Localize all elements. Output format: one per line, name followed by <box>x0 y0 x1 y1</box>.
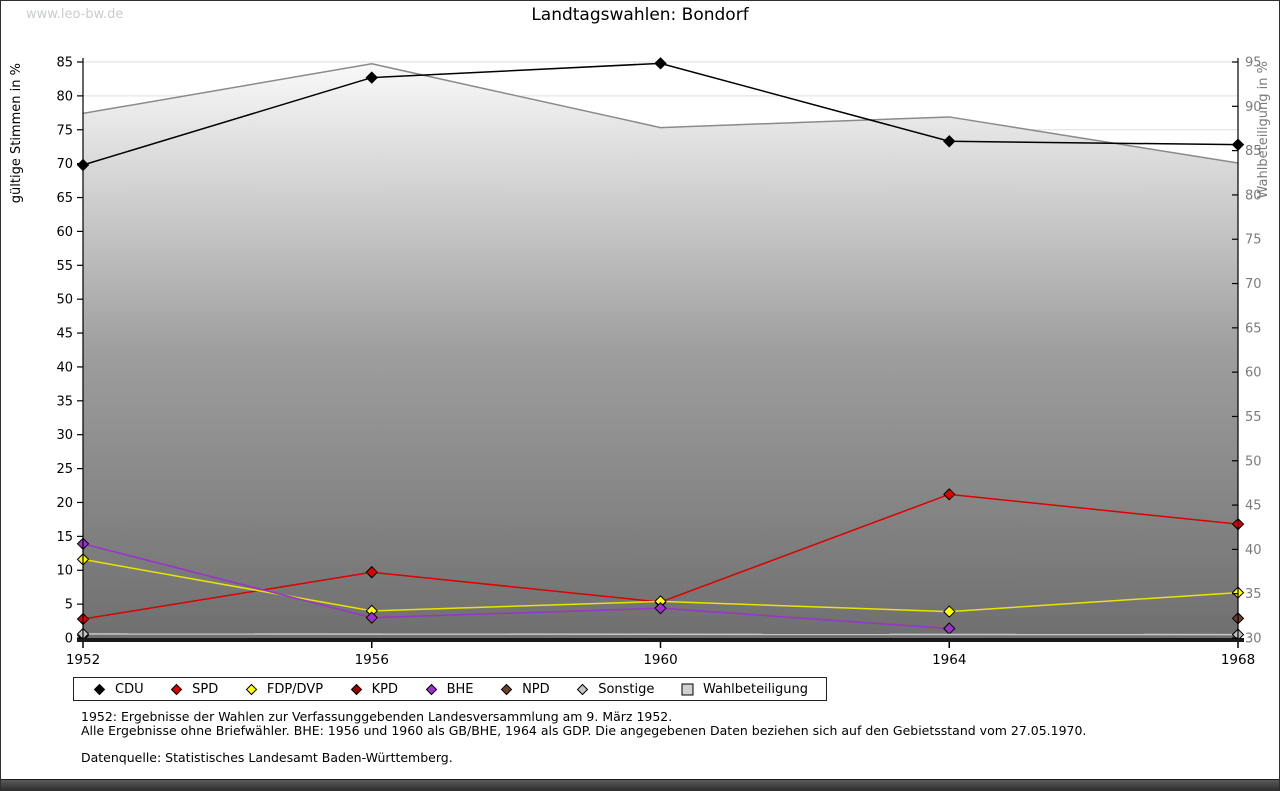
right-tick-label: 55 <box>1245 410 1262 425</box>
x-tick-label: 1964 <box>932 652 966 666</box>
x-tick-label: 1960 <box>643 652 677 666</box>
right-tick-label: 50 <box>1245 454 1262 469</box>
x-tick-label: 1956 <box>355 652 389 666</box>
right-tick-label: 95 <box>1245 56 1262 71</box>
right-tick-label: 65 <box>1245 321 1262 336</box>
diamond-marker-icon <box>425 683 437 695</box>
right-tick-label: 35 <box>1245 587 1262 602</box>
right-tick-label: 70 <box>1245 277 1262 292</box>
left-tick-label: 15 <box>56 530 73 545</box>
diamond-marker-icon <box>170 683 183 695</box>
diamond-marker-icon <box>500 683 513 695</box>
right-tick-label: 85 <box>1245 144 1262 159</box>
legend-item-sonstige: Sonstige <box>575 682 654 697</box>
right-axis-title: Wahlbeteiligung in % <box>1256 61 1271 199</box>
right-tick-label: 60 <box>1245 366 1262 381</box>
left-tick-label: 50 <box>56 293 73 308</box>
legend-label: Wahlbeteiligung <box>702 681 808 697</box>
area-wahlbeteiligung <box>83 63 1238 638</box>
election-line-chart: 0 5 10 15 20 25 30 35 40 45 50 55 60 65 70 75 80 85 30 35 40… <box>56 56 1262 667</box>
data-source-note: Datenquelle: Statistisches Landesamt Bad… <box>81 750 453 765</box>
legend-label: CDU <box>115 681 144 697</box>
left-tick-label: 45 <box>56 327 73 342</box>
legend-item-fdp-dvp: FDP/DVP <box>244 682 323 697</box>
right-tick-label: 75 <box>1245 233 1262 248</box>
data-point-fdp-dvp <box>943 605 956 618</box>
chart-legend: CDU SPD FDP/DVP KPD BHE NPD Sonstige Wahlbeteil… <box>73 677 827 701</box>
x-axis-line <box>77 638 1244 642</box>
right-tick-label: 45 <box>1245 499 1262 514</box>
left-tick-label: 40 <box>56 360 73 375</box>
data-point-bhe <box>654 601 667 615</box>
legend-label: KPD <box>371 681 399 697</box>
diamond-marker-icon <box>350 683 362 695</box>
legend-label: BHE <box>446 681 474 697</box>
footnotes: 1952: Ergebnisse der Wahlen zur Verfassu… <box>81 710 1086 765</box>
diamond-marker-icon <box>245 683 258 695</box>
legend-item-wahlbeteiligung: Wahlbeteiligung <box>680 682 808 697</box>
left-tick-label: 5 <box>65 598 73 613</box>
left-tick-label: 55 <box>56 259 73 274</box>
right-tick-label: 80 <box>1245 188 1262 203</box>
left-axis-title: gültige Stimmen in % <box>9 63 24 204</box>
right-tick-label: 90 <box>1245 100 1262 115</box>
bottom-frame-bar <box>1 779 1279 790</box>
series-line-sonstige <box>82 633 1239 636</box>
left-tick-label: 0 <box>65 632 73 647</box>
legend-label: FDP/DVP <box>266 681 324 697</box>
left-tick-label: 10 <box>56 564 73 579</box>
leo-bw-watermark: www.leo-bw.de <box>26 7 124 22</box>
left-tick-label: 20 <box>56 496 73 511</box>
left-tick-label: 25 <box>56 462 73 477</box>
legend-label: NPD <box>522 681 550 697</box>
data-point-cdu <box>943 135 956 148</box>
data-point-bhe <box>365 611 378 624</box>
legend-label: SPD <box>192 681 219 697</box>
data-point-cdu <box>654 57 667 70</box>
legend-item-bhe: BHE <box>424 682 474 697</box>
diamond-marker-icon <box>576 683 589 695</box>
x-tick-label: 1968 <box>1221 652 1255 666</box>
right-tick-label: 30 <box>1245 632 1262 647</box>
footnote-line-2: Alle Ergebnisse ohne Briefwähler. BHE: 1… <box>81 723 1087 738</box>
series-line-wahlbeteiligung <box>82 63 1239 164</box>
left-tick-label: 80 <box>56 89 73 104</box>
square-marker-icon <box>681 683 694 695</box>
left-tick-label: 85 <box>56 56 73 71</box>
right-tick-label: 40 <box>1245 543 1262 558</box>
legend-item-kpd: KPD <box>349 682 398 697</box>
legend-item-npd: NPD <box>499 682 550 697</box>
legend-item-spd: SPD <box>169 682 218 697</box>
data-point-cdu <box>365 71 378 84</box>
legend-item-cdu: CDU <box>92 682 144 697</box>
page-title: Landtagswahlen: Bondorf <box>531 5 749 25</box>
left-tick-label: 70 <box>56 157 73 172</box>
series-line-bhe <box>82 543 950 630</box>
left-tick-label: 65 <box>56 191 73 206</box>
footnote-line-1: 1952: Ergebnisse der Wahlen zur Verfassu… <box>81 709 673 724</box>
left-tick-label: 30 <box>56 428 73 443</box>
diamond-marker-icon <box>93 683 106 695</box>
left-tick-label: 75 <box>56 123 73 138</box>
x-tick-label: 1952 <box>66 652 100 666</box>
data-point-spd <box>365 566 378 579</box>
legend-label: Sonstige <box>598 681 655 697</box>
left-tick-label: 35 <box>56 394 73 409</box>
left-tick-label: 60 <box>56 225 73 240</box>
data-point-spd <box>943 488 956 501</box>
